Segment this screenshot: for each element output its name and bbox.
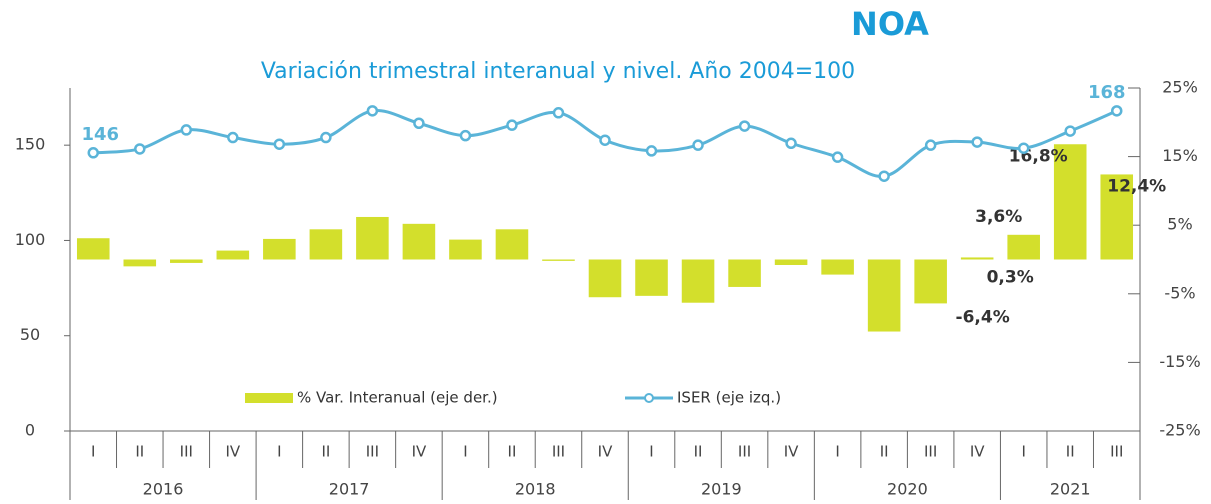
y-tick-label: 0 [25, 421, 35, 440]
chart-title: NOA [851, 5, 929, 43]
year-label: 2019 [701, 480, 742, 499]
x-tick-label: II [1066, 443, 1075, 461]
bar [1100, 174, 1134, 260]
line-marker [87, 147, 100, 159]
x-tick-label: III [552, 443, 565, 461]
chart-subtitle: Variación trimestral interanual y nivel.… [261, 59, 855, 84]
x-tick-label: I [91, 443, 95, 461]
line-marker [366, 105, 379, 117]
y2-tick-label: -5% [1164, 283, 1195, 302]
x-tick-label: I [463, 443, 467, 461]
bar-value-label: 0,3% [987, 267, 1034, 287]
y-tick-label: 150 [15, 135, 46, 154]
line-marker [645, 145, 658, 157]
line-marker [878, 170, 890, 182]
line-marker [692, 139, 704, 151]
bar [774, 259, 808, 265]
x-tick-label: II [508, 443, 517, 461]
x-tick-label: I [277, 443, 281, 461]
line-marker [413, 117, 425, 130]
y2-tick-label: -25% [1159, 421, 1200, 440]
x-tick-label: III [366, 443, 379, 461]
x-tick-label: IV [598, 443, 613, 461]
bar [123, 259, 157, 267]
year-label: 2017 [329, 480, 370, 499]
line-marker [273, 138, 286, 150]
bar [867, 259, 901, 332]
bar [356, 216, 389, 260]
x-tick-label: III [924, 443, 937, 461]
line-marker [738, 120, 751, 132]
y2-tick-label: 15% [1162, 146, 1198, 165]
x-tick-label: III [180, 443, 193, 461]
bar-value-label: 12,4% [1107, 176, 1166, 196]
y2-tick-label: -15% [1159, 352, 1200, 371]
legend-label: % Var. Interanual (eje der.) [297, 389, 498, 407]
y2-tick-label: 5% [1167, 215, 1192, 234]
bar [309, 229, 343, 260]
bar [960, 257, 994, 260]
line-marker [599, 134, 611, 146]
legend-swatch [245, 393, 293, 403]
year-label: 2016 [143, 480, 184, 499]
x-tick-label: IV [225, 443, 240, 461]
bar-value-label: 3,6% [975, 207, 1022, 227]
year-label: 2021 [1050, 480, 1091, 499]
x-tick-label: I [649, 443, 653, 461]
line-marker [1110, 105, 1123, 117]
bar [1007, 234, 1040, 260]
bar [170, 259, 203, 263]
bar [216, 250, 250, 260]
line-marker [831, 151, 844, 163]
line-value-label: 146 [81, 124, 119, 145]
y-tick-label: 100 [15, 230, 46, 249]
year-label: 2018 [515, 480, 556, 499]
x-tick-label: IV [784, 443, 799, 461]
bar [495, 229, 529, 260]
line-marker [180, 124, 193, 136]
bar [914, 259, 947, 304]
line-marker [552, 107, 565, 119]
line-marker [506, 119, 518, 131]
bar [821, 259, 854, 275]
x-tick-label: I [835, 443, 839, 461]
bar [542, 259, 575, 261]
x-tick-label: II [880, 443, 889, 461]
line-marker [971, 136, 983, 148]
x-tick-label: IV [970, 443, 985, 461]
bar [1053, 144, 1087, 260]
bar-value-label: -6,4% [956, 307, 1010, 327]
bar [728, 259, 761, 287]
line-marker [459, 129, 472, 142]
bar [588, 259, 622, 298]
x-tick-label: I [1021, 443, 1025, 461]
bar [76, 238, 110, 260]
y2-tick-label: 25% [1162, 78, 1198, 97]
bar [635, 259, 668, 296]
line-marker [1017, 142, 1030, 154]
bar [449, 239, 482, 260]
x-tick-label: IV [412, 443, 427, 461]
line-marker [320, 131, 332, 144]
line-value-label: 168 [1088, 82, 1126, 103]
line-marker [1064, 125, 1076, 137]
line-marker [924, 139, 937, 151]
line-marker [134, 143, 146, 155]
bar [263, 238, 296, 260]
bar [681, 259, 715, 303]
year-label: 2020 [887, 480, 928, 499]
x-tick-label: III [738, 443, 751, 461]
y-tick-label: 50 [20, 325, 40, 344]
legend-swatch [644, 393, 654, 403]
x-tick-label: II [321, 443, 330, 461]
legend-label: ISER (eje izq.) [677, 389, 781, 407]
line-marker [785, 137, 797, 150]
bar [402, 223, 436, 260]
x-tick-label: II [694, 443, 703, 461]
x-tick-label: II [135, 443, 144, 461]
line-marker [227, 131, 239, 144]
x-tick-label: III [1110, 443, 1123, 461]
